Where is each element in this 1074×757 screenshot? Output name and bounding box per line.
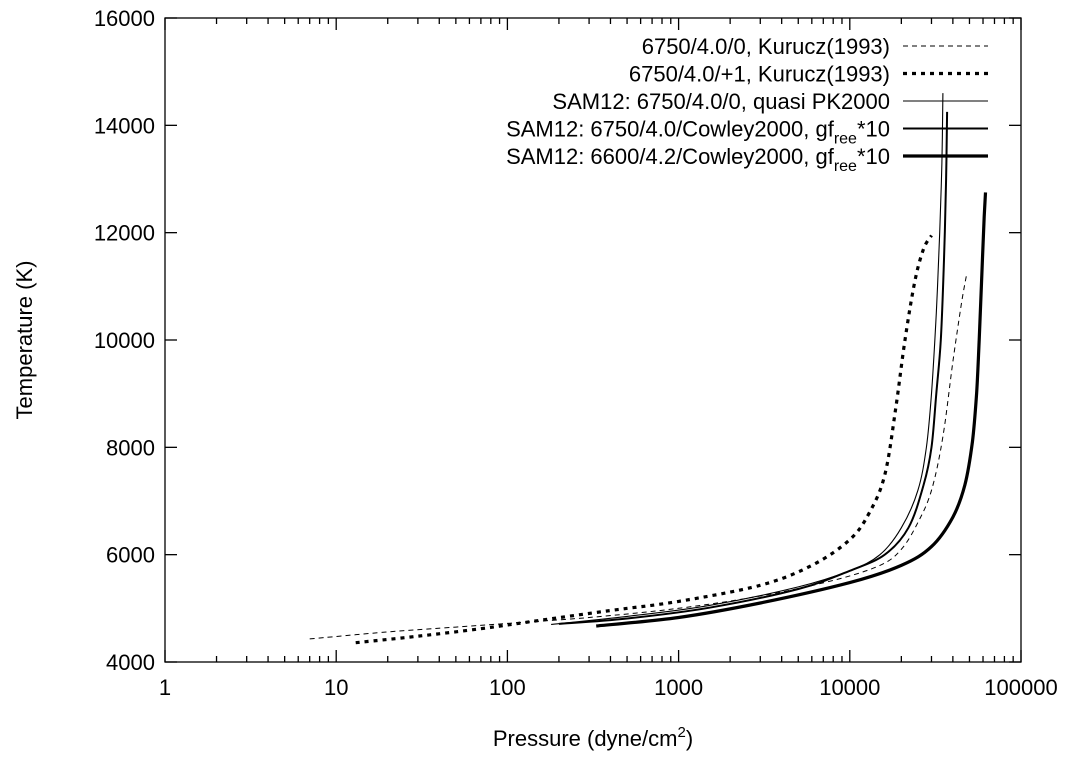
series-line-2	[355, 234, 933, 645]
x-tick-label: 100000	[984, 675, 1057, 700]
legend-label-5: SAM12: 6600/4.2/Cowley2000, gfree*10	[506, 144, 890, 175]
legend-label-3: SAM12: 6750/4.0/0, quasi PK2000	[552, 89, 890, 114]
series-line-4	[558, 111, 949, 625]
y-tick-label: 8000	[106, 435, 155, 460]
y-tick-label: 4000	[106, 650, 155, 675]
legend: 6750/4.0/0, Kurucz(1993) 6750/4.0/+1, Kur…	[506, 34, 988, 175]
legend-label-2: 6750/4.0/+1, Kurucz(1993)	[629, 62, 890, 87]
series-line-1	[309, 275, 967, 640]
y-tick-label: 16000	[94, 6, 155, 31]
legend-label-4: SAM12: 6750/4.0/Cowley2000, gfree*10	[506, 117, 890, 148]
series-line-5	[596, 192, 988, 628]
x-axis-title-sup: 2	[677, 724, 685, 741]
y-axis-title: Temperature (K)	[12, 261, 37, 420]
x-tick-label: 1000	[654, 675, 703, 700]
y-tick-label: 10000	[94, 328, 155, 353]
legend-label-1: 6750/4.0/0, Kurucz(1993)	[642, 34, 890, 59]
x-axis-title: Pressure (dyne/cm2)	[493, 724, 693, 751]
tick-labels: 1 10 100 1000 10000 100000 4000 6000 8000 10000 12…	[94, 6, 1058, 700]
series-lines	[309, 93, 988, 645]
x-tick-label: 10000	[819, 675, 880, 700]
series-line-3	[551, 93, 944, 625]
ticks	[164, 17, 1022, 663]
y-tick-label: 14000	[94, 113, 155, 138]
x-tick-label: 1	[159, 675, 171, 700]
x-tick-label: 10	[324, 675, 348, 700]
y-tick-label: 6000	[106, 543, 155, 568]
x-tick-label: 100	[489, 675, 526, 700]
y-tick-label: 12000	[94, 221, 155, 246]
plot-frame	[164, 17, 1022, 663]
